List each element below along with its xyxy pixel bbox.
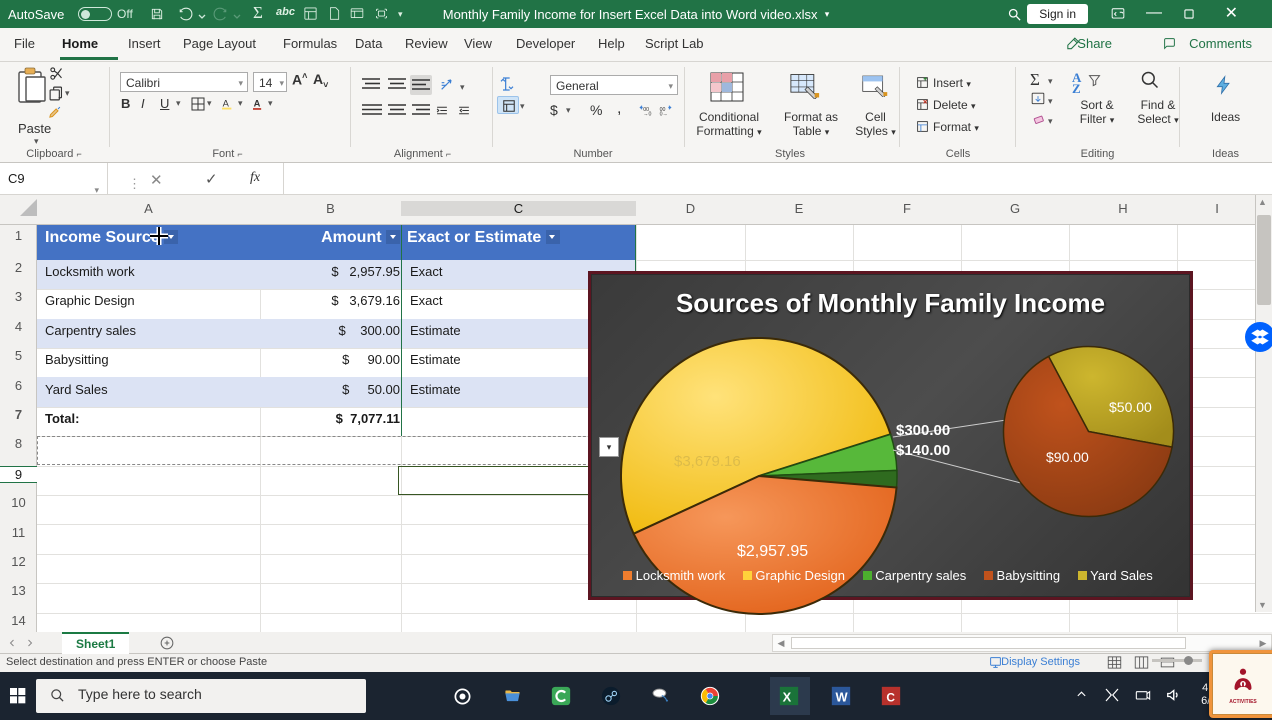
svg-text:$2,957.95: $2,957.95 bbox=[737, 543, 808, 560]
svg-text:$90.00: $90.00 bbox=[1046, 449, 1089, 465]
svg-text:→0: →0 bbox=[643, 112, 651, 118]
svg-text:A: A bbox=[254, 98, 261, 108]
svg-text:$50.00: $50.00 bbox=[1109, 399, 1152, 415]
svg-text:$3,679.16: $3,679.16 bbox=[674, 453, 741, 470]
svg-text:X: X bbox=[783, 690, 792, 705]
svg-text:W: W bbox=[836, 690, 849, 705]
svg-text:A: A bbox=[223, 98, 230, 108]
svg-text:C: C bbox=[886, 691, 895, 705]
svg-text:0→: 0→ bbox=[660, 112, 668, 118]
